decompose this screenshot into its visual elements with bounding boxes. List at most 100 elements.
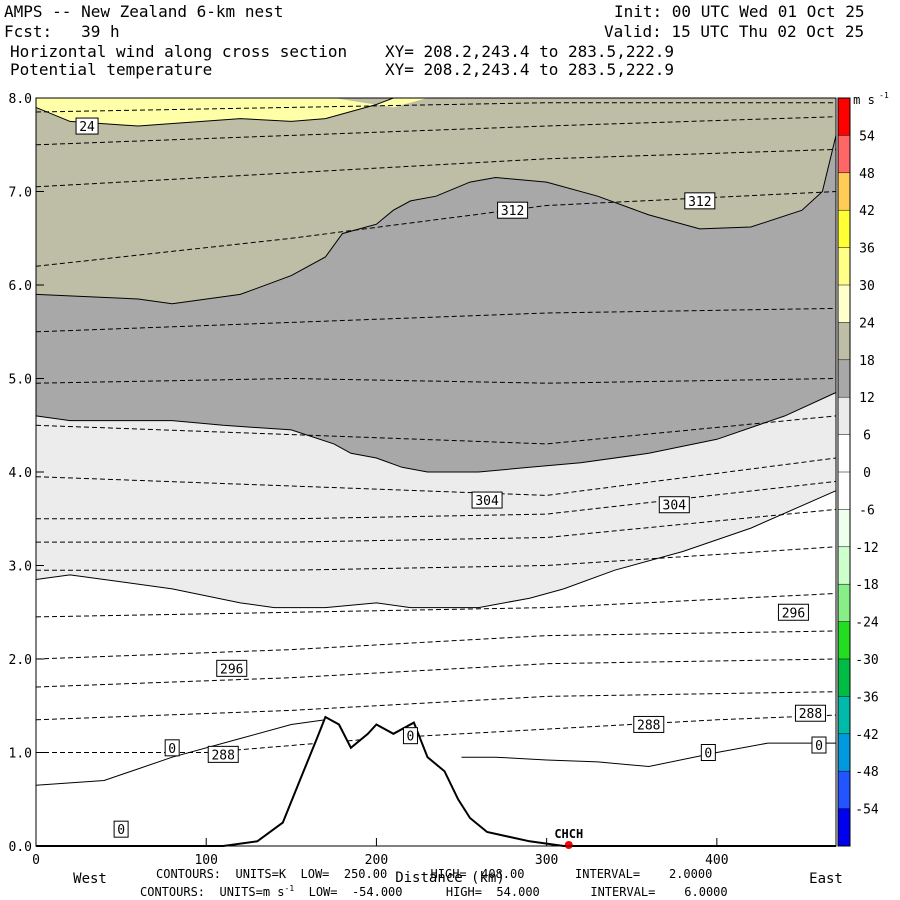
colorbar-label: -42 xyxy=(855,728,878,743)
colorbar-label: -36 xyxy=(855,690,878,705)
wind-label: 0 xyxy=(164,739,180,757)
header-field2: Potential temperature xyxy=(10,60,213,79)
x-tick-label: 400 xyxy=(705,853,728,868)
header-xy1: XY= 208.2,243.4 to 283.5,222.9 xyxy=(385,42,674,61)
wind-fill-24-30 xyxy=(36,98,428,126)
station-marker xyxy=(564,841,573,849)
theta-label-box xyxy=(497,201,529,219)
x-label-west: West xyxy=(73,871,107,887)
theta-contour xyxy=(35,148,837,188)
colorbar-swatch xyxy=(838,359,850,398)
theta-label: 304 xyxy=(658,496,690,514)
colorbar-swatch xyxy=(838,659,850,697)
theta-label-box xyxy=(207,745,239,763)
colorbar-label: 54 xyxy=(859,129,875,144)
theta-label: 304 xyxy=(471,491,503,509)
theta-contour xyxy=(35,415,837,445)
wind-label: 0 xyxy=(700,744,716,762)
theta-contour xyxy=(36,480,837,520)
colorbar-label: 6 xyxy=(863,429,871,444)
y-tick-label: 2.0 xyxy=(9,653,32,668)
wind-contour-line xyxy=(35,135,837,305)
colorbar-swatch xyxy=(838,621,850,659)
theta-label-text: 288 xyxy=(799,707,822,722)
theta-label: 296 xyxy=(216,659,248,677)
colorbar-swatch xyxy=(838,584,850,622)
theta-label: 288 xyxy=(794,704,826,722)
theta-label-text: 304 xyxy=(475,494,499,509)
wind-label: 24 xyxy=(75,117,99,135)
wind-label-box xyxy=(402,727,418,745)
header-init: Init: 00 UTC Wed 01 Oct 25 xyxy=(614,2,865,21)
station-label: CHCH xyxy=(554,827,583,841)
wind-label-text: 0 xyxy=(407,730,415,745)
theta-contour xyxy=(36,714,837,753)
colorbar-label: -18 xyxy=(855,578,878,593)
colorbar-swatch xyxy=(838,472,850,510)
colorbar-label: 30 xyxy=(859,279,875,294)
y-tick-label: 5.0 xyxy=(9,373,32,388)
colorbar-swatch xyxy=(838,733,850,772)
header-forecast: Fcst: 39 h xyxy=(4,22,120,41)
wind-contour-zero xyxy=(461,742,836,768)
contours-theta: CONTOURS: UNITS=K LOW= 250.00 HIGH= 408.… xyxy=(156,867,713,881)
x-tick-label: 0 xyxy=(32,853,40,868)
wind-label: 0 xyxy=(113,820,129,838)
y-tick-label: 1.0 xyxy=(9,747,32,762)
wind-label-box xyxy=(164,739,180,757)
colorbar-label: 0 xyxy=(863,466,871,481)
y-tick-label: 6.0 xyxy=(9,279,32,294)
colorbar-label: 24 xyxy=(859,316,875,331)
y-tick-label: 4.0 xyxy=(9,466,32,481)
wind-contour-zero xyxy=(35,719,326,786)
contours-wind-units: CONTOURS: UNITS=m s xyxy=(140,885,285,899)
wind-fill-6-12 xyxy=(36,392,836,608)
theta-label-text: 296 xyxy=(782,606,805,621)
y-tick-label: 7.0 xyxy=(9,186,32,201)
wind-label-text: 0 xyxy=(704,747,712,762)
colorbar-unit-sup: -1 xyxy=(879,91,889,100)
wind-contour-line xyxy=(35,490,837,609)
colorbar-swatch xyxy=(838,172,850,211)
x-tick-label: 100 xyxy=(194,853,217,868)
colorbar-swatch xyxy=(838,771,850,809)
theta-label-box xyxy=(658,496,690,514)
theta-label-box xyxy=(684,192,716,210)
colorbar-label: -6 xyxy=(859,503,875,518)
colorbar-swatch xyxy=(838,247,850,285)
colorbar-label: -54 xyxy=(855,803,879,818)
colorbar-swatch xyxy=(838,322,850,360)
colorbar-swatch xyxy=(838,210,850,248)
wind-fill-18-24 xyxy=(36,98,836,304)
theta-contour xyxy=(35,457,837,496)
colorbar-label: -12 xyxy=(855,541,878,556)
wind-fill-12-18 xyxy=(36,135,836,472)
colorbar-label: 12 xyxy=(859,391,875,406)
colorbar-swatch xyxy=(838,135,850,173)
colorbar-swatch xyxy=(838,509,850,547)
theta-label-box xyxy=(777,603,809,621)
wind-label-text: 0 xyxy=(815,739,823,754)
theta-label: 296 xyxy=(777,603,809,621)
theta-label-box xyxy=(633,715,665,733)
theta-label-text: 304 xyxy=(663,499,687,514)
contours-wind: CONTOURS: UNITS=m s-1 LOW= -54.000 HIGH=… xyxy=(140,882,728,899)
wind-label: 0 xyxy=(811,736,827,754)
header-title: AMPS -- New Zealand 6-km nest xyxy=(4,2,284,21)
wind-label-box xyxy=(811,736,827,754)
contours-wind-rest: LOW= -54.000 HIGH= 54.000 INTERVAL= 6.00… xyxy=(294,885,728,899)
y-tick-label: 3.0 xyxy=(9,560,32,575)
terrain-line xyxy=(36,715,836,847)
theta-contour xyxy=(36,508,837,543)
theta-label-text: 312 xyxy=(501,204,524,219)
x-tick-label: 300 xyxy=(535,853,558,868)
wind-contour-line xyxy=(35,392,837,473)
colorbar-unit: m s xyxy=(853,93,875,107)
colorbar-label: -30 xyxy=(855,653,878,668)
wind-label-text: 0 xyxy=(117,823,125,838)
wind-label: 0 xyxy=(402,727,418,745)
colorbar-swatch xyxy=(838,546,850,585)
colorbar-swatch xyxy=(838,808,850,846)
header-valid: Valid: 15 UTC Thu 02 Oct 25 xyxy=(604,22,865,41)
theta-label-text: 296 xyxy=(220,662,243,677)
